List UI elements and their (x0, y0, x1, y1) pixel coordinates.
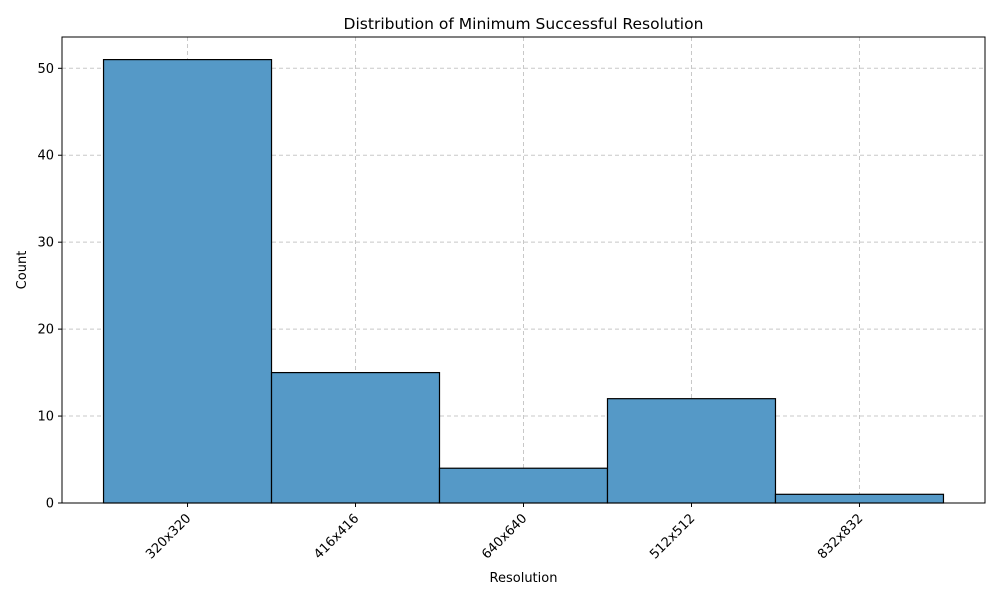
y-tick-label: 40 (37, 149, 54, 164)
y-tick-label: 50 (37, 62, 54, 77)
y-tick-label: 10 (37, 410, 54, 425)
x-tick-label: 416x416 (311, 511, 362, 562)
y-tick-label: 20 (37, 323, 54, 338)
chart-title: Distribution of Minimum Successful Resol… (344, 15, 704, 33)
bars (102, 59, 945, 504)
x-tick-label: 512x512 (647, 511, 698, 562)
y-tick-label: 30 (37, 236, 54, 251)
x-tick-label: 640x640 (479, 511, 530, 562)
x-axis-label: Resolution (490, 571, 558, 586)
bar-320x320 (102, 59, 273, 504)
y-axis-label: Count (15, 251, 30, 290)
bar-512x512 (606, 398, 777, 504)
x-axis-ticks: 320x320 416x416 640x640 512x512 832x832 (143, 503, 866, 562)
x-tick-label: 832x832 (815, 511, 866, 562)
x-tick-label: 320x320 (143, 511, 194, 562)
y-tick-label: 0 (46, 497, 54, 512)
bar-832x832 (774, 493, 945, 504)
y-axis-ticks: 0 10 20 30 40 50 (37, 62, 62, 512)
bar-640x640 (438, 467, 609, 504)
bar-416x416 (270, 371, 441, 504)
